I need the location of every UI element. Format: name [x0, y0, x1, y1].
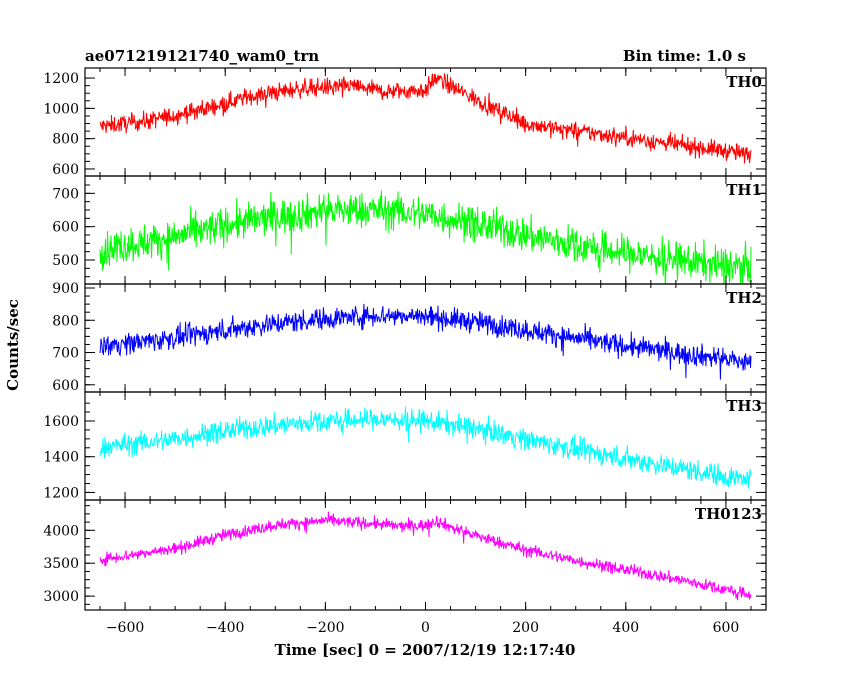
- y-tick-label: 3000: [43, 589, 79, 605]
- y-tick-label: 600: [52, 378, 79, 394]
- series-label-th2: TH2: [726, 289, 762, 307]
- series-label-th1: TH1: [726, 181, 762, 199]
- series-line-th1: [99, 190, 752, 284]
- y-tick-label: 4000: [43, 523, 79, 539]
- panel-th2: 600 700 800 900 TH2: [52, 281, 767, 394]
- x-tick-label: 0: [421, 620, 430, 636]
- series-line-th3: [99, 406, 752, 489]
- y-tick-label: 900: [52, 281, 79, 297]
- x-tick-label: −400: [206, 620, 244, 636]
- header-bin-time: Bin time: 1.0 s: [623, 47, 746, 65]
- y-tick-label: 1200: [43, 485, 79, 501]
- y-tick-label: 1600: [43, 414, 79, 430]
- y-tick-label: 800: [52, 132, 79, 148]
- y-tick-label: 3500: [43, 556, 79, 572]
- y-tick-label: 1400: [43, 450, 79, 466]
- y-tick-label: 1200: [43, 71, 79, 87]
- y-tick-label: 1000: [43, 101, 79, 117]
- y-axis-label: Counts/sec: [4, 299, 22, 391]
- series-line-th0123: [99, 511, 752, 601]
- series-line-th2: [99, 303, 752, 380]
- panel-th0123: 3000 3500 4000 TH0123: [43, 499, 767, 611]
- x-tick-label: −200: [306, 620, 344, 636]
- series-label-th0123: TH0123: [695, 505, 762, 523]
- x-tick-label: 400: [612, 620, 639, 636]
- y-tick-label: 500: [52, 253, 79, 269]
- y-tick-label: 600: [52, 220, 79, 236]
- panel-frame: [84, 391, 767, 501]
- x-tick-label: 600: [713, 620, 740, 636]
- y-tick-label: 600: [52, 162, 79, 178]
- panel-th1: 500 600 700 TH1: [52, 175, 767, 285]
- series-label-th3: TH3: [726, 397, 762, 415]
- header-title: ae071219121740_wam0_trn: [85, 47, 319, 65]
- y-tick-label: 700: [52, 186, 79, 202]
- series-line-th0: [99, 73, 752, 164]
- series-label-th0: TH0: [726, 73, 762, 91]
- y-tick-label: 800: [52, 313, 79, 329]
- panel-th0: 600 800 1000 1200 TH0: [43, 67, 767, 178]
- x-tick-label: −600: [106, 620, 144, 636]
- x-tick-label: 200: [512, 620, 539, 636]
- panel-th3: 1200 1400 1600 TH3: [43, 391, 767, 501]
- y-tick-label: 700: [52, 346, 79, 362]
- x-axis: −600 −400 −200 0 200 400 600: [106, 620, 739, 636]
- panel-frame: [84, 499, 767, 611]
- panels: 600 800 1000 1200 TH0 500 600 700 TH1 600 700 800 90…: [43, 67, 767, 611]
- x-axis-label: Time [sec] 0 = 2007/12/19 12:17:40: [275, 641, 576, 659]
